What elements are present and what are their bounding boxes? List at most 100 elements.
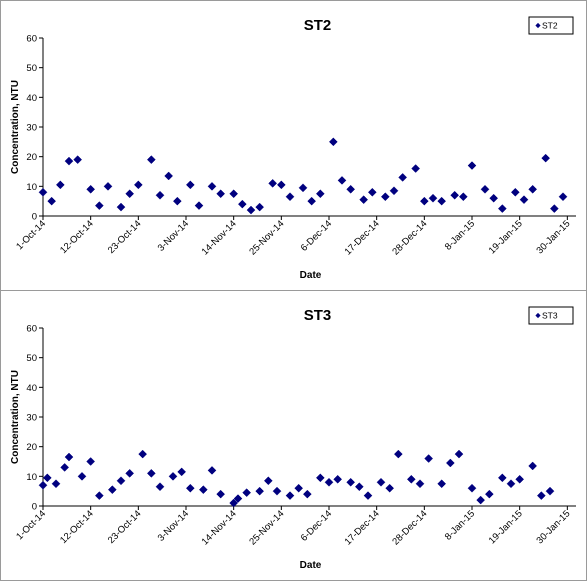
st3-data-point — [263, 476, 273, 486]
st2-data-point — [510, 187, 520, 197]
st2-data-point — [541, 153, 551, 163]
st2-data-point — [458, 192, 468, 202]
st3-data-point — [484, 489, 494, 499]
st3-data-point — [86, 457, 96, 466]
st2-data-point — [103, 181, 113, 191]
st3-data-point — [393, 449, 403, 459]
st3-data-point — [242, 488, 252, 498]
st3-data-point — [125, 469, 135, 478]
y-tick-label: 40 — [26, 93, 37, 104]
st3-data-point — [424, 454, 434, 463]
st2-data-point — [346, 184, 356, 194]
st2-data-point — [64, 156, 74, 166]
st2-data-point — [172, 196, 182, 206]
st2-data-point — [528, 184, 538, 194]
st2-data-point — [47, 196, 57, 206]
st2-data-point — [207, 181, 217, 191]
x-tick-label: 1-Oct-14 — [14, 508, 48, 542]
legend-marker-diamond — [535, 312, 541, 319]
x-tick-label: 8-Jan-15 — [443, 218, 477, 252]
y-tick-label: 0 — [32, 502, 37, 513]
st3-data-point — [294, 483, 304, 493]
y-tick-label: 30 — [26, 123, 37, 134]
st2-data-point — [55, 180, 65, 190]
st2-data-point — [246, 205, 256, 215]
st2-data-point — [146, 155, 156, 164]
st2-data-point — [337, 176, 347, 185]
st3-data-point — [302, 489, 312, 499]
chart-legend: ST3 — [528, 306, 574, 325]
st2-data-point — [359, 195, 369, 205]
st3-data-point — [324, 477, 334, 487]
st3-data-point — [229, 498, 239, 508]
x-tick-label: 28-Dec-14 — [390, 218, 429, 257]
st3-data-point — [51, 479, 61, 489]
st3-data-point — [216, 489, 226, 499]
st2-chart: ST2 0 10 20 30 40 50 60 1-Oct-14 12-Oct-14 23-Oct-… — [10, 16, 576, 281]
st2-data-point — [450, 190, 460, 200]
st3-data-point — [333, 474, 343, 484]
x-tick-label: 14-Nov-14 — [200, 508, 239, 547]
x-tick-label: 17-Dec-14 — [343, 508, 382, 547]
st2-data-point — [155, 190, 165, 200]
st2-data-point — [315, 189, 325, 199]
legend-box — [528, 16, 574, 35]
st3-data-point — [515, 474, 525, 484]
st2-data-point — [94, 201, 104, 210]
st3-data-point — [155, 482, 165, 492]
x-tick-label: 14-Nov-14 — [200, 218, 239, 257]
st3-data-point — [255, 486, 265, 496]
st2-data-point — [298, 183, 308, 193]
st2-data-point — [164, 171, 174, 181]
st2-data-point — [285, 192, 295, 202]
x-tick-label: 19-Jan-15 — [487, 218, 525, 256]
x-tick-label: 30-Jan-15 — [534, 508, 572, 546]
st3-data-point — [406, 474, 416, 484]
st2-data-point — [194, 201, 204, 210]
st3-data-point — [354, 482, 364, 492]
st2-data-point — [307, 196, 317, 206]
y-axis-label: Concentration, NTU — [10, 80, 21, 174]
st3-data-point — [138, 449, 148, 459]
st3-data-point — [385, 483, 395, 493]
chart-title: ST3 — [304, 307, 332, 324]
st3-data-point — [528, 461, 538, 471]
st3-data-point — [272, 486, 282, 496]
y-tick-label: 50 — [26, 63, 37, 74]
y-tick-label: 20 — [26, 442, 37, 453]
st3-data-point — [536, 491, 546, 500]
st2-data-point — [276, 180, 286, 190]
st3-data-point — [146, 469, 156, 478]
st3-data-point — [363, 491, 373, 500]
y-tick-label: 30 — [26, 413, 37, 424]
st2-data-point — [428, 193, 438, 203]
st2-data-point — [255, 202, 265, 212]
st2-data-point — [437, 196, 447, 206]
x-tick-label: 28-Dec-14 — [390, 508, 429, 547]
st2-data-point — [467, 161, 477, 170]
st2-data-point — [497, 204, 507, 213]
st2-data-point — [268, 179, 278, 188]
st2-data-point — [398, 173, 408, 182]
x-tick-label: 6-Dec-14 — [299, 508, 334, 543]
st2-data-point — [116, 202, 126, 212]
y-tick-label: 10 — [26, 472, 37, 483]
chart-panel-st2: ST2 0 10 20 30 40 50 60 1-Oct-14 12-Oct-14 23-Oct-… — [0, 0, 587, 291]
x-tick-label: 3-Nov-14 — [156, 218, 191, 253]
st3-data-point — [506, 479, 516, 489]
st2-data-point — [549, 204, 559, 213]
x-tick-label: 17-Dec-14 — [343, 218, 382, 257]
st3-data-point — [38, 480, 48, 490]
st2-data-point — [86, 184, 96, 194]
st2-data-point — [229, 189, 239, 199]
x-tick-label: 25-Nov-14 — [247, 218, 286, 257]
st3-data-point — [376, 477, 386, 487]
st3-data-point — [60, 463, 70, 472]
st3-data-point — [285, 491, 295, 500]
x-tick-label: 8-Jan-15 — [443, 508, 477, 542]
st3-data-point — [454, 449, 464, 459]
st3-data-point — [42, 473, 52, 483]
y-tick-label: 10 — [26, 182, 37, 193]
chart-legend: ST2 — [528, 16, 574, 35]
st2-data-point — [133, 180, 143, 190]
